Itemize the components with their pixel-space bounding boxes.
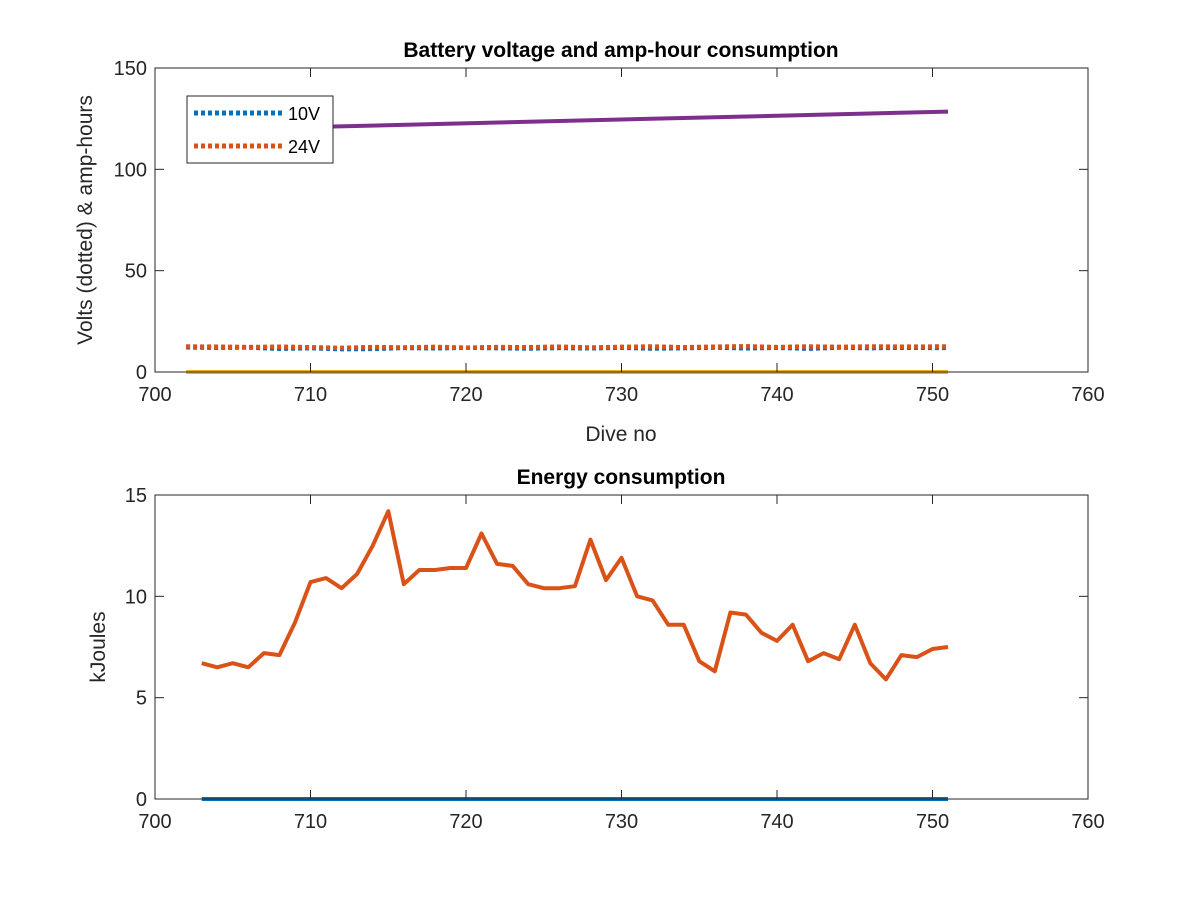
- chart-battery-ylabel: Volts (dotted) & amp-hours: [74, 95, 97, 345]
- chart-energy-xtick-label: 760: [1071, 811, 1104, 833]
- chart-energy-ylabel: kJoules: [87, 611, 110, 682]
- chart-energy: 700 710 720 730 740 750 760 0 5 10 15 Energy consu…: [87, 466, 1105, 833]
- chart-energy-xtick-label: 730: [605, 811, 638, 833]
- chart-energy-ytick-label: 0: [136, 789, 147, 811]
- chart-battery-ytick-label: 0: [136, 362, 147, 384]
- chart-battery-xtick-label: 740: [760, 384, 793, 406]
- chart-battery-title: Battery voltage and amp-hour consumption: [403, 39, 838, 62]
- chart-energy-title: Energy consumption: [517, 466, 726, 489]
- chart-energy-ytick-label: 5: [136, 688, 147, 710]
- chart-battery-ytick-label: 100: [114, 159, 147, 181]
- chart-energy-xtick-label: 700: [138, 811, 171, 833]
- chart-battery-xtick-label: 760: [1071, 384, 1104, 406]
- chart-battery-xtick-label: 710: [294, 384, 327, 406]
- chart-energy-xtick-label: 710: [294, 811, 327, 833]
- chart-battery: 700 710 720 730 740 750 760 0 50 100 150 Battery v…: [74, 39, 1105, 446]
- chart-battery-ytick-label: 150: [114, 58, 147, 80]
- chart-energy-xtick-label: 740: [760, 811, 793, 833]
- chart-battery-xtick-label: 730: [605, 384, 638, 406]
- chart-energy-line-series-0: [201, 509, 949, 682]
- chart-battery-xtick-label: 750: [916, 384, 949, 406]
- chart-battery-xtick-label: 720: [449, 384, 482, 406]
- legend-10v-label: 10V: [288, 104, 320, 124]
- chart-battery-xlabel: Dive no: [585, 423, 656, 446]
- legend-box: [186, 95, 334, 164]
- chart-battery-ytick-label: 50: [125, 261, 147, 283]
- legend-24v-label: 24V: [288, 137, 320, 157]
- chart-energy-xtick-label: 720: [449, 811, 482, 833]
- chart-energy-ticks: 700 710 720 730 740 750 760 0 5 10 15: [125, 485, 1105, 833]
- chart-battery-xtick-label: 700: [138, 384, 171, 406]
- chart-battery-legend: 10V 24V: [186, 95, 334, 164]
- chart-energy-ytick-label: 15: [125, 485, 147, 507]
- chart-energy-xtick-label: 750: [916, 811, 949, 833]
- chart-battery-line-24v: [186, 344, 949, 351]
- chart-battery-ticks: 700 710 720 730 740 750 760 0 50 100 150: [114, 58, 1105, 406]
- chart-energy-ytick-label: 10: [125, 586, 147, 608]
- chart-battery-line-series-2: [279, 109, 949, 130]
